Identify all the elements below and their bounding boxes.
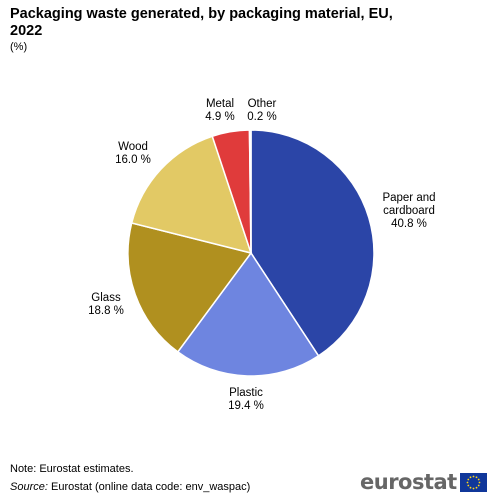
pie-slice-other: [248, 129, 252, 254]
slice-label-paper-and-cardboard: Paper and cardboard 40.8 %: [382, 192, 435, 230]
slice-label-plastic: Plastic 19.4 %: [228, 387, 264, 412]
source-text: Eurostat (online data code: env_waspac): [50, 481, 251, 493]
eu-flag-icon: [459, 472, 487, 492]
slice-label-wood: Wood 16.0 %: [115, 141, 151, 166]
pie-slice-glass: [127, 222, 253, 353]
slice-label-metal: Metal 4.9 %: [205, 98, 234, 123]
source-label: Source:: [10, 481, 48, 493]
chart-title: Packaging waste generated, by packaging …: [10, 6, 393, 39]
eurostat-logo: eurostat: [360, 470, 487, 494]
chart-source: Source: Eurostat (online data code: env_…: [10, 481, 250, 493]
slice-label-other: Other 0.2 %: [247, 98, 276, 123]
chart-subtitle: (%): [10, 41, 28, 53]
slice-label-glass: Glass 18.8 %: [88, 292, 124, 317]
logo-text: eurostat: [360, 470, 457, 494]
chart-note: Note: Eurostat estimates.: [10, 463, 134, 475]
pie-slice-plastic: [176, 251, 320, 377]
pie-chart: Paper and cardboard 40.8 % Plastic 19.4 % Gla…: [88, 98, 435, 412]
